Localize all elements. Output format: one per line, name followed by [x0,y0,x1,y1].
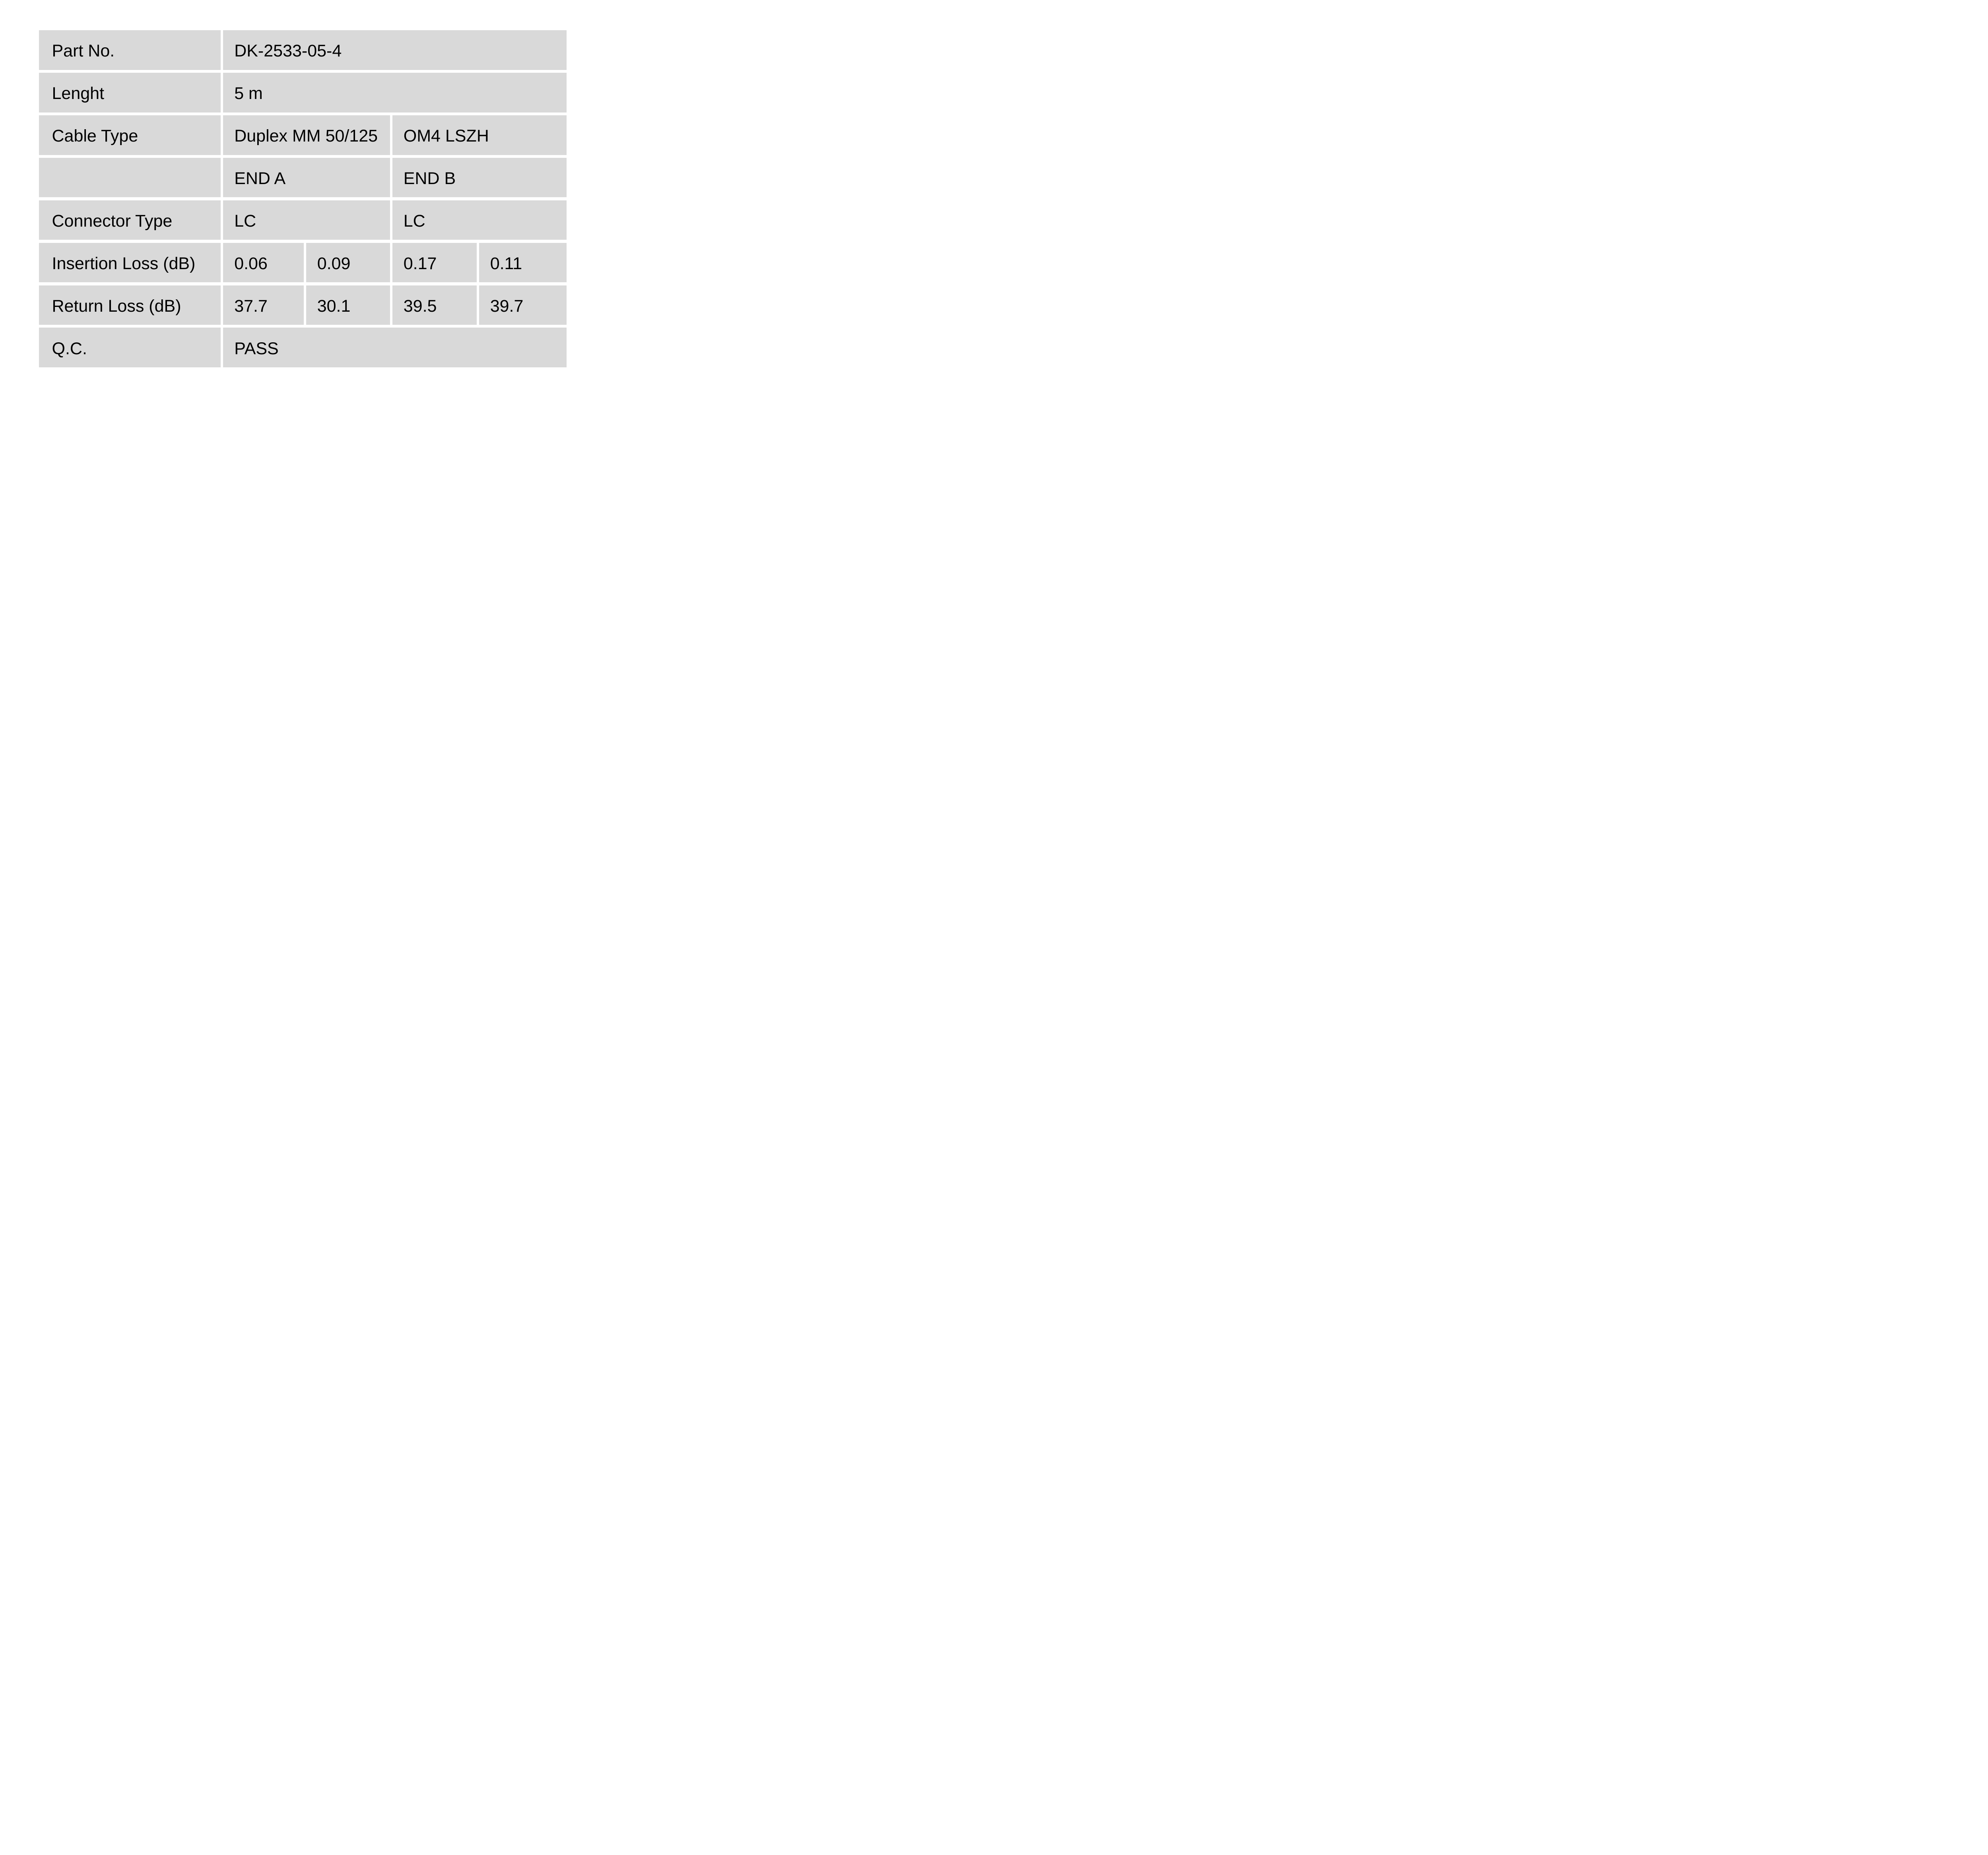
qc-datasheet-page: Part No. DK-2533-05-4 Lenght 5 m Cable T… [0,0,596,398]
insertion-loss-end-b-1-cell: 0.17 [392,243,477,283]
connector-type-end-b-value: LC [403,212,425,231]
cable-type-label-cell: Cable Type [39,115,221,155]
length-value-cell: 5 m [223,73,567,113]
length-label-cell: Lenght [39,73,221,113]
end-b-header: END B [403,169,456,188]
length-label: Lenght [52,84,105,103]
insertion-loss-label: Insertion Loss (dB) [52,254,196,273]
return-loss-end-a-1-cell: 37.7 [223,285,304,325]
connector-type-end-b-cell: LC [392,200,567,240]
end-a-header: END A [234,169,286,188]
return-loss-end-a-1-value: 37.7 [234,296,268,316]
qc-result-value: PASS [234,339,279,358]
part-no-label-cell: Part No. [39,30,221,70]
end-a-header-cell: END A [223,157,390,198]
end-b-header-cell: END B [392,157,567,198]
part-no-label: Part No. [52,41,115,61]
insertion-loss-end-b-2-value: 0.11 [490,254,522,273]
length-value: 5 m [234,84,263,103]
cable-type-value-b: OM4 LSZH [403,126,489,146]
qc-result-cell: PASS [223,328,567,368]
connector-type-end-a-cell: LC [223,200,390,240]
qc-label-cell: Q.C. [39,328,221,368]
insertion-loss-end-b-1-value: 0.17 [403,254,437,273]
qc-label: Q.C. [52,339,87,358]
return-loss-end-a-2-cell: 30.1 [306,285,390,325]
cable-type-value-b-cell: OM4 LSZH [392,115,567,155]
insertion-loss-end-a-1-cell: 0.06 [223,243,304,283]
insertion-loss-label-cell: Insertion Loss (dB) [39,243,221,283]
insertion-loss-end-b-2-cell: 0.11 [479,243,567,283]
connector-type-label: Connector Type [52,212,173,231]
insertion-loss-end-a-1-value: 0.06 [234,254,268,273]
cable-type-value-a-cell: Duplex MM 50/125 [223,115,390,155]
insertion-loss-end-a-2-value: 0.09 [317,254,351,273]
connector-type-end-a-value: LC [234,212,256,231]
return-loss-end-b-1-cell: 39.5 [392,285,477,325]
return-loss-end-b-1-value: 39.5 [403,296,437,316]
part-no-value: DK-2533-05-4 [234,41,342,61]
insertion-loss-end-a-2-cell: 0.09 [306,243,390,283]
cable-type-value-a: Duplex MM 50/125 [234,126,378,146]
return-loss-end-a-2-value: 30.1 [317,296,351,316]
return-loss-end-b-2-cell: 39.7 [479,285,567,325]
return-loss-end-b-2-value: 39.7 [490,296,524,316]
return-loss-label: Return Loss (dB) [52,296,181,316]
return-loss-label-cell: Return Loss (dB) [39,285,221,325]
cable-type-label: Cable Type [52,126,138,146]
ends-header-empty-cell [39,157,221,198]
connector-type-label-cell: Connector Type [39,200,221,240]
part-no-value-cell: DK-2533-05-4 [223,30,567,70]
